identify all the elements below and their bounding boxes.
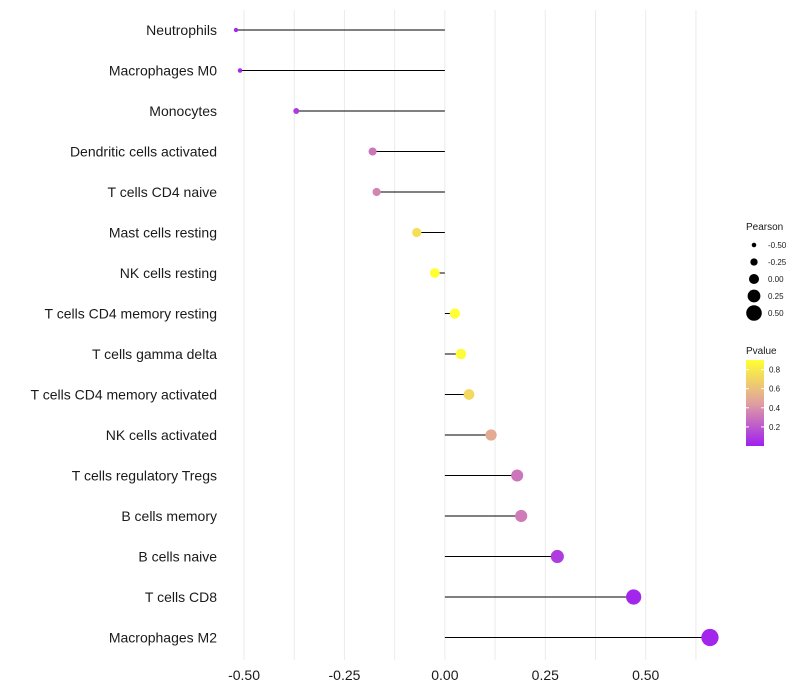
- category-label: T cells gamma delta: [92, 346, 217, 362]
- lollipop-point: [463, 389, 475, 400]
- lollipop-point: [293, 108, 300, 114]
- size-legend-label: 0.00: [768, 275, 784, 284]
- color-legend-title: Pvalue: [746, 346, 777, 357]
- colorbar-tick-label: 0.6: [769, 385, 781, 394]
- size-legend-label: -0.50: [768, 241, 787, 250]
- lollipop-point: [550, 549, 564, 564]
- size-legend-key: [747, 289, 761, 303]
- lollipop-point: [237, 68, 243, 73]
- category-label: NK cells resting: [120, 265, 217, 281]
- lollipop-point: [429, 268, 440, 278]
- size-legend-title: Pearson: [746, 222, 783, 233]
- lollipop-point: [412, 227, 422, 238]
- colorbar-tick-label: 0.2: [769, 423, 781, 432]
- x-tick-label: -0.50: [228, 667, 260, 683]
- lollipop-point: [515, 509, 528, 523]
- x-tick-label: 0.00: [431, 667, 458, 683]
- lollipop-point: [511, 469, 524, 482]
- lollipop-point: [368, 147, 377, 156]
- category-label: Macrophages M0: [109, 63, 217, 79]
- size-legend-label: 0.50: [768, 309, 784, 318]
- size-legend-key: [750, 258, 758, 266]
- category-label: Macrophages M2: [109, 630, 217, 646]
- size-legend-label: -0.25: [768, 258, 787, 267]
- lollipop-point: [233, 27, 239, 33]
- lollipop-point: [701, 628, 719, 647]
- colorbar-tick-label: 0.8: [769, 366, 781, 375]
- lollipop-point: [449, 308, 461, 319]
- size-legend-key: [751, 242, 757, 248]
- category-label: T cells CD4 memory activated: [31, 387, 217, 403]
- size-legend-label: 0.25: [768, 292, 784, 301]
- category-label: Mast cells resting: [109, 225, 217, 241]
- lollipop-point: [626, 589, 642, 605]
- x-tick-label: -0.25: [329, 667, 361, 683]
- lollipop-point: [372, 187, 381, 197]
- colorbar-tick-label: 0.4: [769, 404, 781, 413]
- category-label: NK cells activated: [106, 427, 217, 443]
- category-label: T cells CD8: [145, 589, 217, 605]
- size-legend-key: [746, 305, 762, 321]
- pvalue-colorbar: [746, 360, 764, 446]
- category-label: B cells naive: [138, 549, 217, 565]
- category-label: Dendritic cells activated: [70, 144, 217, 160]
- lollipop-point: [455, 348, 467, 360]
- category-label: B cells memory: [121, 508, 217, 524]
- x-tick-label: 0.25: [532, 667, 559, 683]
- category-label: T cells CD4 memory resting: [45, 306, 217, 322]
- size-legend-key: [748, 273, 760, 285]
- category-label: T cells CD4 naive: [108, 184, 218, 200]
- category-label: Neutrophils: [146, 22, 217, 38]
- x-tick-label: 0.50: [632, 667, 659, 683]
- category-label: T cells regulatory Tregs: [72, 468, 217, 484]
- lollipop-point: [485, 429, 497, 441]
- category-label: Monocytes: [149, 103, 217, 119]
